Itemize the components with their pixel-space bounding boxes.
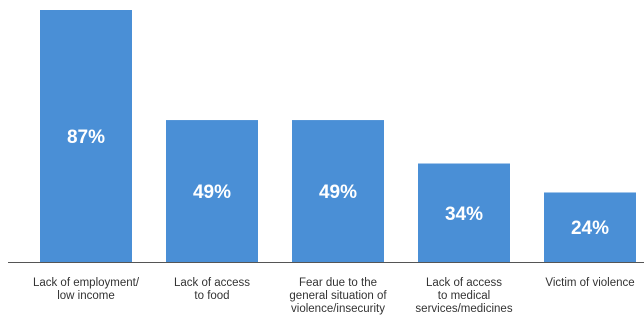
x-tick-label-line: to food bbox=[194, 290, 229, 302]
x-tick-label: Victim of violence bbox=[545, 277, 634, 289]
bar bbox=[292, 120, 384, 262]
bar-value-label: 24% bbox=[571, 218, 609, 239]
bar bbox=[418, 163, 510, 262]
bar bbox=[40, 10, 132, 262]
x-tick-label-line: Victim of violence bbox=[545, 277, 634, 289]
bar-value-label: 87% bbox=[67, 127, 105, 148]
x-tick-label: Lack of access to medical services/medicin… bbox=[415, 277, 512, 315]
x-tick-label-line: Lack of employment/ bbox=[33, 277, 140, 289]
x-tick-label-line: Fear due to the bbox=[299, 277, 377, 289]
bar-value-label: 34% bbox=[445, 204, 483, 225]
bar bbox=[544, 192, 636, 262]
x-tick-label: Fear due to the general situation of viole… bbox=[289, 277, 387, 315]
x-tick-label-line: low income bbox=[57, 290, 115, 302]
x-tick-label: Lack of employment/low income bbox=[33, 277, 140, 302]
x-tick-labels: Lack of employment/low income Lack of acc… bbox=[33, 277, 635, 315]
bars-group: 87% 49% 49% 34% 24% bbox=[40, 10, 636, 262]
x-tick-label-line: Lack of access bbox=[174, 277, 250, 289]
bar bbox=[166, 120, 258, 262]
x-tick-label-line: Lack of access bbox=[426, 277, 502, 289]
bar-value-label: 49% bbox=[193, 182, 231, 203]
bar-value-label: 49% bbox=[319, 182, 357, 203]
x-tick-label-line: violence/insecurity bbox=[291, 303, 385, 315]
x-tick-label-line: general situation of bbox=[289, 290, 387, 302]
x-tick-label: Lack of access to food bbox=[174, 277, 250, 302]
x-tick-label-line: services/medicines bbox=[415, 303, 512, 315]
x-tick-label-line: to medical bbox=[438, 290, 490, 302]
